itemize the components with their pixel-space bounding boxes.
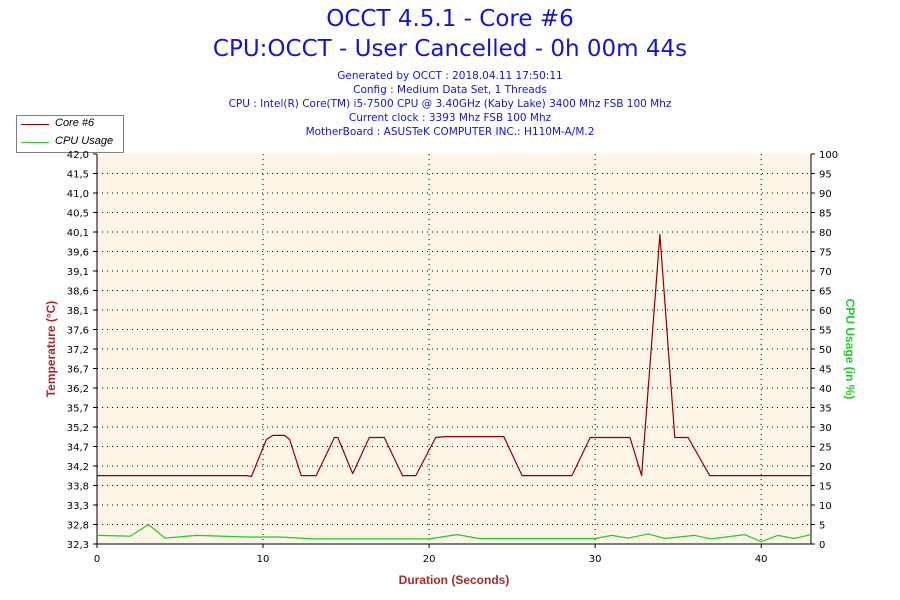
y-tick-label-right: 90	[819, 189, 832, 200]
y-tick-label-right: 5	[819, 521, 825, 532]
y-tick-label-left: 36,7	[67, 365, 89, 376]
info-clock: Current clock : 3393 Mhz FSB 100 Mhz	[348, 112, 552, 124]
x-tick-label: 10	[257, 554, 270, 565]
y-tick-label-right: 60	[819, 306, 832, 317]
legend-item-core6: Core #6	[17, 116, 123, 133]
series-line-core6	[97, 233, 811, 478]
y-tick-label-right: 100	[819, 150, 838, 161]
info-motherboard: MotherBoard : ASUSTeK COMPUTER INC.: H11…	[305, 126, 595, 138]
y-tick-label-left: 40,1	[67, 228, 89, 239]
y-tick-label-left: 41,0	[67, 189, 89, 200]
info-cpu: CPU : Intel(R) Core(TM) i5-7500 CPU @ 3.…	[228, 98, 672, 110]
y-tick-label-right: 85	[819, 209, 832, 220]
plot-area	[97, 154, 811, 544]
y-tick-label-left: 34,7	[67, 443, 89, 454]
legend-swatch-core6	[21, 124, 49, 125]
y-tick-label-left: 38,1	[67, 306, 89, 317]
y-tick-label-right: 75	[819, 248, 832, 259]
y-tick-label-left: 33,8	[67, 482, 89, 493]
y-tick-label-left: 36,2	[67, 384, 89, 395]
y-tick-label-left: 34,2	[67, 462, 89, 473]
y-tick-label-left: 35,2	[67, 423, 89, 434]
y-tick-label-left: 37,2	[67, 345, 89, 356]
y-tick-label-right: 40	[819, 384, 832, 395]
y-tick-label-right: 20	[819, 462, 832, 473]
x-tick-label: 30	[589, 554, 602, 565]
legend: Core #6 CPU Usage	[16, 115, 124, 153]
series-line-cpu-usage	[96, 523, 812, 543]
y-tick-label-right: 15	[819, 482, 832, 493]
legend-swatch-cpu-usage	[21, 142, 49, 143]
y-tick-label-right: 25	[819, 443, 832, 454]
y-tick-label-right: 10	[819, 501, 832, 512]
x-tick-label: 40	[755, 554, 768, 565]
y-tick-label-right: 70	[819, 267, 832, 278]
x-tick-label: 0	[94, 554, 100, 565]
y-tick-label-left: 32,8	[67, 521, 89, 532]
y-tick-label-right: 50	[819, 345, 832, 356]
chart-title: OCCT 4.5.1 - Core #6	[326, 6, 574, 32]
y-tick-label-right: 80	[819, 228, 832, 239]
x-tick-label: 20	[423, 554, 436, 565]
y-tick-label-left: 39,1	[67, 267, 89, 278]
y-tick-label-right: 35	[819, 404, 832, 415]
y-tick-label-left: 32,3	[67, 540, 89, 551]
chart-subtitle: CPU:OCCT - User Cancelled - 0h 00m 44s	[212, 36, 688, 62]
y-tick-label-left: 41,5	[67, 170, 89, 181]
legend-label-core6: Core #6	[55, 117, 95, 129]
y-tick-label-left: 35,7	[67, 404, 89, 415]
y-tick-label-right: 95	[819, 170, 832, 181]
y-tick-label-left: 37,6	[67, 326, 89, 337]
y-tick-label-right: 0	[819, 540, 825, 551]
legend-item-cpu-usage: CPU Usage	[17, 134, 123, 151]
y-tick-label-right: 30	[819, 423, 832, 434]
y-axis-label-right: CPU Usage (in %)	[843, 299, 857, 400]
y-tick-label-right: 55	[819, 326, 832, 337]
y-tick-label-left: 38,6	[67, 287, 89, 298]
y-tick-label-right: 45	[819, 365, 832, 376]
y-tick-label-left: 33,3	[67, 501, 89, 512]
info-generated: Generated by OCCT : 2018.04.11 17:50:11	[337, 70, 563, 82]
y-tick-label-left: 40,5	[67, 209, 89, 220]
y-axis-label-left: Temperature (°C)	[44, 301, 58, 398]
y-tick-label-left: 39,6	[67, 248, 89, 259]
legend-label-cpu-usage: CPU Usage	[55, 135, 114, 147]
y-tick-label-left: 42,0	[67, 150, 89, 161]
info-config: Config : Medium Data Set, 1 Threads	[353, 84, 547, 96]
y-tick-label-right: 65	[819, 287, 832, 298]
x-axis-label: Duration (Seconds)	[399, 573, 510, 587]
